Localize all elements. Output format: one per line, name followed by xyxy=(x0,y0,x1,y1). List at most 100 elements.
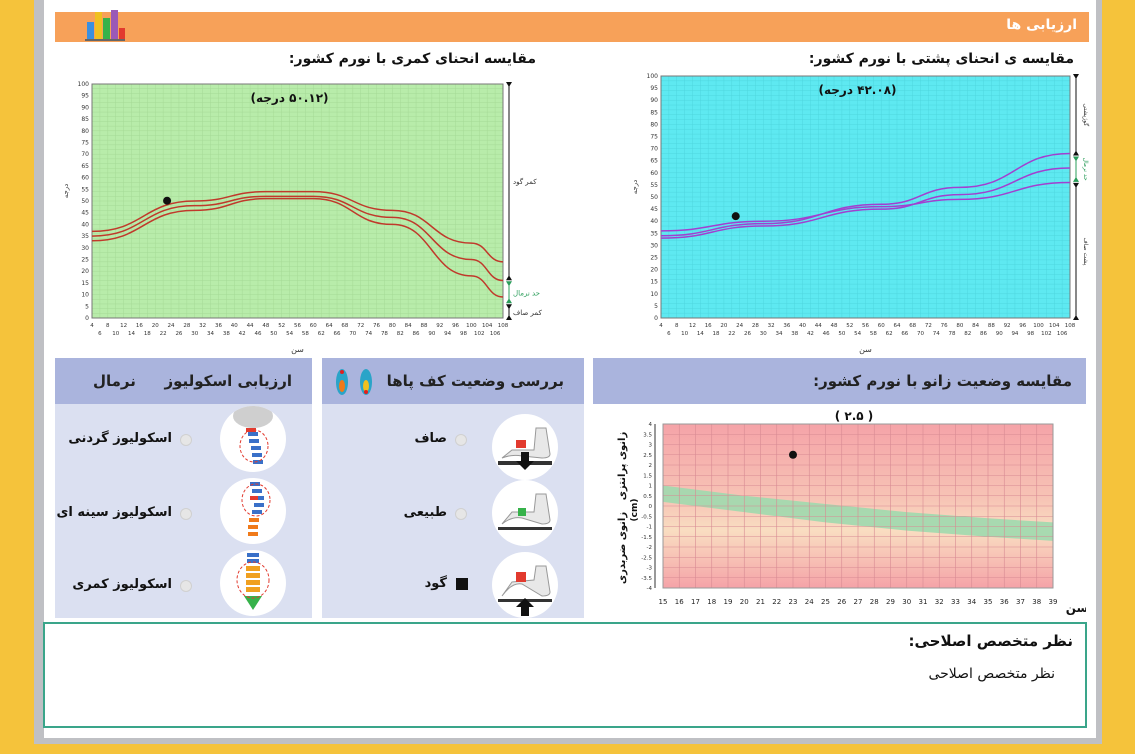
lumbar-x-tick-label: 44 xyxy=(247,323,254,329)
lumbar-x-tick-label: 8 xyxy=(106,323,110,329)
lumbar-y-tick-label: 70 xyxy=(81,151,89,158)
lumbar-x-tick-label: 20 xyxy=(152,323,159,329)
knee-x-tick-label: 39 xyxy=(1049,598,1058,606)
thoracic-y-tick-label: 70 xyxy=(650,146,658,153)
lumbar-y-tick-label: 90 xyxy=(81,104,89,111)
thoracic-x-axis-label: سن xyxy=(859,345,872,354)
knee-x-tick-label: 29 xyxy=(886,598,895,606)
lumbar-y-tick-label: 55 xyxy=(81,186,89,193)
knee-y-tick-label: 0 xyxy=(649,504,653,510)
thoracic-plot-border xyxy=(660,75,1071,319)
thoracic-x-tick-label: 48 xyxy=(831,323,838,329)
lumbar-x-tick-label: 64 xyxy=(326,323,333,329)
thoracic-x-tick-label: 58 xyxy=(870,331,877,337)
scoliosis-option-thoracic-label: اسکولیوز سینه ای xyxy=(56,505,172,520)
knee-y-tick-label: 4 xyxy=(649,422,653,428)
lumbar-x-tick-label: 76 xyxy=(373,323,380,329)
lumbar-x-tick-label: 16 xyxy=(136,323,143,329)
lumbar-zone-arrowhead xyxy=(506,298,512,304)
thoracic-x-tick-label: 64 xyxy=(893,323,900,329)
lumbar-x-tick-label: 78 xyxy=(381,331,388,337)
lumbar-x-tick-label: 56 xyxy=(294,323,301,329)
thoracic-x-tick-label: 60 xyxy=(878,323,885,329)
lumbar-x-tick-label: 88 xyxy=(420,323,427,329)
thoracic-grid xyxy=(660,75,1071,319)
lumbar-x-axis-label: سن xyxy=(291,345,304,354)
thoracic-norm-curve-1 xyxy=(660,152,1071,237)
lumbar-zone-bottom-label: کمر صاف xyxy=(513,309,542,317)
arrow-down-icon xyxy=(516,452,534,470)
scoliosis-panel-body: اسکولیوز گردنی اسکولیوز سینه ای اسکولیوز… xyxy=(55,404,312,618)
thoracic-x-tick-label: 72 xyxy=(925,323,932,329)
thoracic-measured-point xyxy=(731,212,740,221)
scoliosis-option-lumbar-radio[interactable] xyxy=(180,580,192,592)
lumbar-y-tick-label: 65 xyxy=(81,163,89,170)
thoracic-x-tick-label: 44 xyxy=(815,323,822,329)
thoracic-y-tick-label: 25 xyxy=(650,255,658,262)
knee-x-tick-label: 25 xyxy=(821,598,830,606)
lumbar-x-tick-label: 42 xyxy=(239,331,246,337)
foot-option-flat-label: صاف xyxy=(414,431,447,446)
thoracic-y-tick-label: 90 xyxy=(650,97,658,104)
lumbar-zone-top-label: کمر گود xyxy=(513,177,537,186)
lumbar-x-tick-label: 26 xyxy=(175,331,182,337)
expert-opinion-box: نظر متخصص اصلاحی: نظر متخصص اصلاحی xyxy=(43,622,1087,728)
thoracic-x-tick-label: 52 xyxy=(846,323,853,329)
lumbar-x-tick-label: 98 xyxy=(460,331,467,337)
lumbar-x-tick-label: 38 xyxy=(223,331,230,337)
thoracic-y-tick-label: 20 xyxy=(650,267,658,274)
thoracic-x-tick-label: 40 xyxy=(799,323,806,329)
knee-x-tick-label: 21 xyxy=(756,598,765,606)
lumbar-y-tick-label: 80 xyxy=(81,128,89,135)
lumbar-x-tick-label: 92 xyxy=(436,323,443,329)
knee-y-label-unit: (cm) xyxy=(630,499,640,522)
thoracic-zone-mid-label: حد نرمال xyxy=(1082,158,1089,181)
thoracic-chart: 0 5 10 15 20 25 30 35 40 45 50 55 60 65 70 75 80 85 90 95 10… xyxy=(631,73,1090,354)
lumbar-x-tick-label: 84 xyxy=(405,323,412,329)
thoracic-x-tick-label: 24 xyxy=(736,323,743,329)
lumbar-x-tick-label: 70 xyxy=(349,331,356,337)
lumbar-x-tick-label: 90 xyxy=(428,331,435,337)
knee-x-tick-label: 20 xyxy=(740,598,749,606)
knee-x-tick-label: 31 xyxy=(919,598,928,606)
thoracic-x-tick-label: 54 xyxy=(854,331,861,337)
thoracic-y-tick-label: 40 xyxy=(650,218,658,225)
lumbar-x-tick-label: 40 xyxy=(231,323,238,329)
thoracic-y-tick-label: 95 xyxy=(650,85,658,92)
thoracic-x-tick-label: 30 xyxy=(760,331,767,337)
foot-option-high-arch-label: گود xyxy=(424,576,447,591)
lumbar-y-tick-label: 20 xyxy=(81,268,89,275)
foot-title: بررسی وضعیت کف پاها xyxy=(386,372,564,390)
thoracic-x-tick-label: 76 xyxy=(941,323,948,329)
foot-option-normal-radio[interactable] xyxy=(455,508,467,520)
expert-opinion-text[interactable]: نظر متخصص اصلاحی xyxy=(928,666,1055,682)
foot-option-flat-radio[interactable] xyxy=(455,434,467,446)
thoracic-y-tick-label: 0 xyxy=(654,315,658,322)
normal-foot-image xyxy=(492,480,558,546)
knee-plot-border xyxy=(662,423,1054,589)
lumbar-x-tick-label: 4 xyxy=(90,323,94,329)
lumbar-y-tick-label: 40 xyxy=(81,221,89,228)
thoracic-zone-arrowhead xyxy=(1073,315,1079,320)
thoracic-scoliosis-image xyxy=(220,478,286,544)
foot-option-high-arch-checkbox[interactable] xyxy=(456,578,468,590)
thoracic-y-tick-label: 5 xyxy=(654,303,658,310)
lumbar-x-tick-label: 86 xyxy=(413,331,420,337)
lumbar-y-tick-label: 75 xyxy=(81,140,89,147)
lumbar-x-tick-label: 106 xyxy=(490,331,501,337)
thoracic-x-tick-label: 98 xyxy=(1027,331,1034,337)
scoliosis-option-thoracic-radio[interactable] xyxy=(180,508,192,520)
section-header: ارزیابی ها xyxy=(55,10,1089,42)
lumbar-y-tick-label: 95 xyxy=(81,93,89,100)
scoliosis-option-cervical-radio[interactable] xyxy=(180,434,192,446)
knee-x-tick-label: 19 xyxy=(724,598,733,606)
thoracic-x-tick-label: 26 xyxy=(744,331,751,337)
lumbar-plot-border xyxy=(91,83,504,319)
thoracic-x-tick-label: 34 xyxy=(775,331,782,337)
thoracic-y-tick-label: 80 xyxy=(650,121,658,128)
bar-chart-icon xyxy=(85,10,125,41)
lumbar-x-tick-label: 96 xyxy=(452,323,459,329)
knee-x-tick-label: 22 xyxy=(772,598,781,606)
knee-value-label: ( ۲.۵ ) xyxy=(835,409,874,423)
knee-x-tick-label: 36 xyxy=(1000,598,1009,606)
